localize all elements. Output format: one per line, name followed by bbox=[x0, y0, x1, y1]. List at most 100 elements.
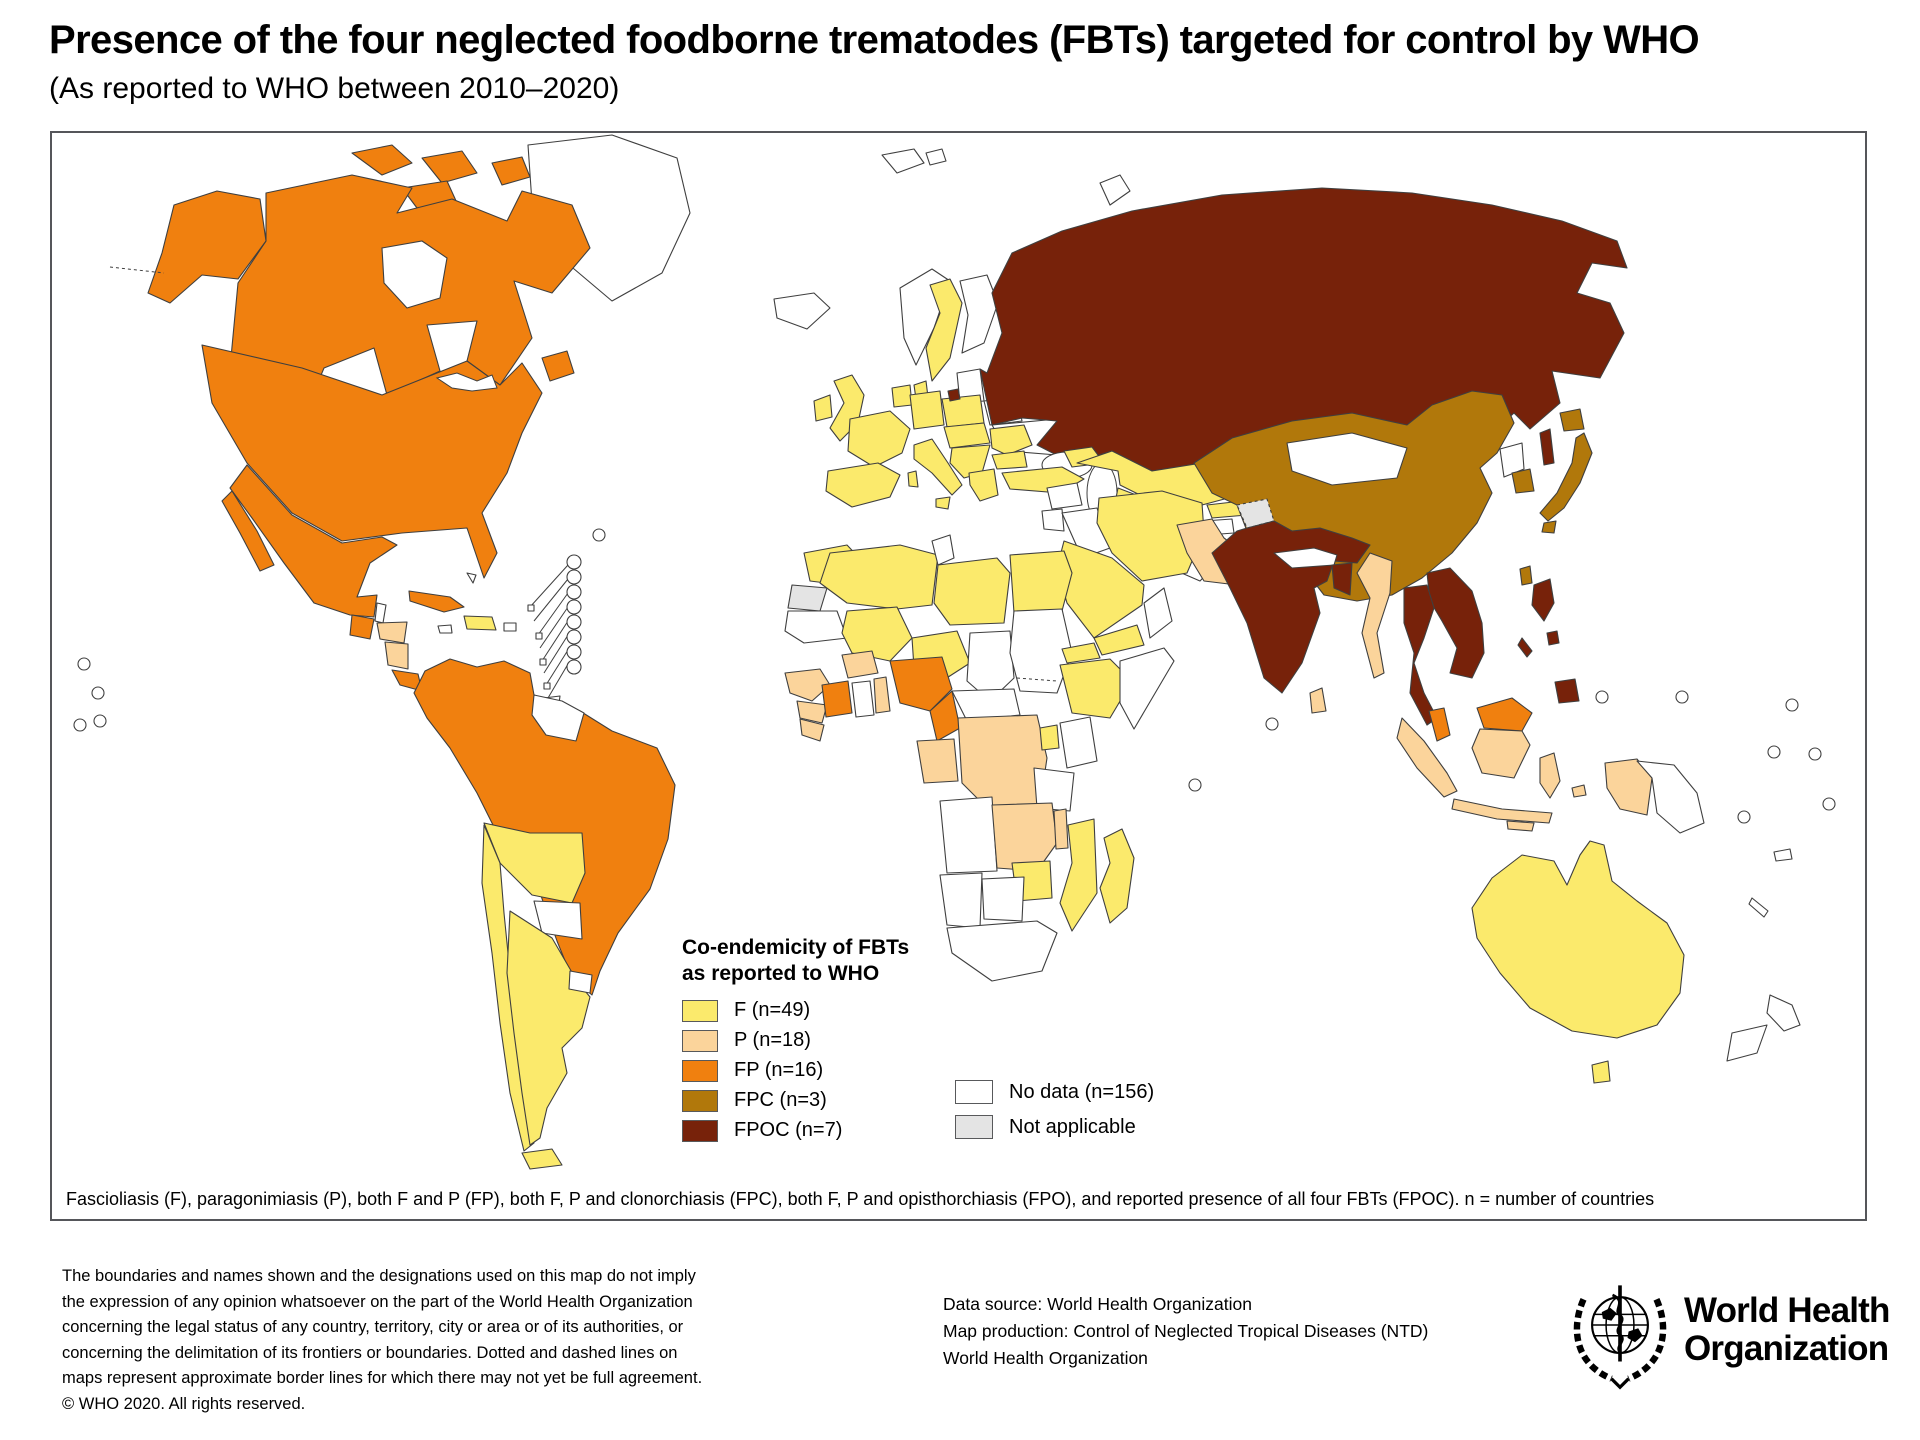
disclaimer-line: maps represent approximate border lines … bbox=[62, 1369, 703, 1387]
region-baja-california bbox=[221, 490, 275, 572]
wreath-tie bbox=[1610, 1377, 1630, 1390]
legend-title: Co-endemicity of FBTs as reported to WHO bbox=[682, 935, 909, 987]
region-mozambique bbox=[1059, 818, 1098, 932]
region-ghana bbox=[851, 680, 875, 718]
ocean-circle bbox=[1595, 690, 1609, 704]
region-malaysia-borneo bbox=[1476, 697, 1533, 732]
ocean-circle bbox=[1675, 690, 1689, 704]
legend-label-nodata: No data (n=156) bbox=[1009, 1080, 1155, 1103]
region-new-zealand-south bbox=[1726, 1024, 1768, 1062]
region-india bbox=[1211, 520, 1371, 694]
region-belize bbox=[374, 602, 387, 624]
region-mali bbox=[841, 606, 913, 662]
region-guyanas bbox=[531, 694, 585, 742]
ocean-state-circles bbox=[73, 528, 1836, 824]
legend-nodata: No data (n=156) Not applicable bbox=[955, 1079, 1154, 1149]
globe-landmass bbox=[1627, 1328, 1643, 1343]
region-svalbard-2 bbox=[925, 148, 947, 166]
callout-circle bbox=[566, 614, 582, 630]
region-australia bbox=[1471, 840, 1685, 1039]
ocean-circle bbox=[1767, 745, 1781, 759]
legend-swatch-fpoc bbox=[682, 1119, 718, 1142]
disclaimer-line: concerning the delimitation of its front… bbox=[62, 1343, 678, 1362]
region-sudan bbox=[1009, 608, 1073, 694]
callout-circle bbox=[566, 569, 582, 585]
ocean-circle bbox=[1265, 717, 1279, 731]
ocean-circle bbox=[1737, 810, 1751, 824]
region-burkina-faso bbox=[841, 650, 879, 679]
region-canada-arctic-3 bbox=[491, 156, 531, 186]
region-iran bbox=[1096, 490, 1205, 582]
who-emblem-icon bbox=[1573, 1285, 1667, 1390]
region-new-caledonia bbox=[1748, 897, 1769, 918]
region-poland bbox=[941, 394, 985, 428]
disclaimer-line: concerning the legal status of any count… bbox=[62, 1318, 684, 1336]
ocean-circle bbox=[91, 686, 105, 700]
region-western-sahara bbox=[787, 584, 828, 612]
region-iceland bbox=[773, 292, 831, 330]
region-novaya-zemlya bbox=[1099, 174, 1131, 206]
region-usa bbox=[201, 344, 543, 579]
region-togo-benin bbox=[873, 676, 891, 714]
region-libya bbox=[933, 557, 1011, 626]
region-oman bbox=[1143, 587, 1173, 639]
legend-row-fpc: FPC (n=3) bbox=[682, 1089, 909, 1112]
data-source-block: Data source: World Health Organization M… bbox=[943, 1291, 1428, 1372]
region-cuba bbox=[408, 590, 465, 613]
region-kaliningrad bbox=[947, 388, 961, 402]
region-tierra-del-fuego bbox=[521, 1148, 563, 1170]
who-logo-line1: World Health bbox=[1684, 1291, 1890, 1330]
ocean-circle bbox=[73, 718, 87, 732]
map-footnote: Fascioliasis (F), paragonimiasis (P), bo… bbox=[66, 1189, 1655, 1209]
region-romania bbox=[989, 424, 1033, 456]
callout-circle bbox=[566, 584, 582, 600]
region-puerto-rico bbox=[503, 622, 517, 632]
region-newfoundland bbox=[541, 350, 575, 382]
region-philippines-mindanao bbox=[1554, 678, 1580, 704]
legend-rows: F (n=49) P (n=18) FP (n=16) FPC (n=3) FP… bbox=[682, 999, 909, 1142]
region-taiwan bbox=[1519, 565, 1533, 586]
region-honduras bbox=[376, 621, 408, 644]
callout-circle bbox=[566, 629, 582, 645]
region-moluccas bbox=[1571, 784, 1587, 798]
legend-label-fpc: FPC (n=3) bbox=[734, 1089, 827, 1111]
ocean-circle bbox=[93, 714, 107, 728]
region-bulgaria bbox=[991, 450, 1028, 470]
region-senegal-guinea bbox=[784, 668, 831, 702]
region-south-korea bbox=[1511, 468, 1535, 494]
disclaimer-line: The boundaries and names shown and the d… bbox=[62, 1267, 696, 1285]
legend-row-f: F (n=49) bbox=[682, 999, 909, 1022]
legend-label-na: Not applicable bbox=[1009, 1115, 1136, 1138]
globe-landmass bbox=[1601, 1307, 1617, 1321]
ocean-circle bbox=[1785, 698, 1799, 712]
legend-row-nodata: No data (n=156) bbox=[955, 1079, 1154, 1105]
callout-island bbox=[539, 658, 547, 666]
region-papua-new-guinea bbox=[1636, 760, 1705, 834]
region-sulawesi bbox=[1539, 752, 1561, 799]
region-levant bbox=[1041, 508, 1065, 532]
region-iberia bbox=[825, 462, 901, 508]
callout-line bbox=[529, 564, 569, 608]
who-logo: World Health Organization bbox=[1566, 1280, 1890, 1398]
who-logo-text: World Health Organization bbox=[1684, 1292, 1890, 1368]
region-madagascar bbox=[1099, 828, 1135, 924]
legend-label-fp: FP (n=16) bbox=[734, 1059, 824, 1081]
region-kalimantan bbox=[1471, 728, 1531, 779]
ocean-circle bbox=[592, 528, 606, 542]
region-kenya bbox=[1059, 716, 1098, 769]
wreath-right bbox=[1627, 1298, 1667, 1382]
great-lakes bbox=[435, 372, 498, 392]
region-somalia bbox=[1119, 647, 1175, 730]
region-guinea bbox=[796, 700, 828, 724]
disclaimer-line: the expression of any opinion whatsoever… bbox=[62, 1292, 693, 1311]
region-hispaniola bbox=[463, 615, 497, 631]
region-canada-arctic-2 bbox=[421, 150, 478, 184]
organization-line: World Health Organization bbox=[943, 1348, 1148, 1368]
legend-coendemicity: Co-endemicity of FBTs as reported to WHO… bbox=[682, 935, 909, 1149]
callout-island bbox=[543, 682, 551, 690]
region-tanzania bbox=[1033, 767, 1075, 812]
region-syria bbox=[1046, 482, 1083, 510]
region-svalbard bbox=[881, 148, 925, 174]
region-namibia bbox=[939, 872, 983, 929]
region-jamaica bbox=[437, 624, 453, 634]
